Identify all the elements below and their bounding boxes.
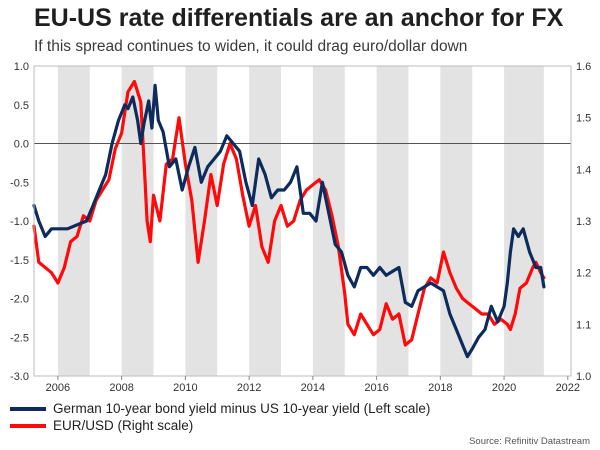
chart-title: EU-US rate differentials are an anchor f… bbox=[34, 4, 564, 32]
x-tick-label: 2012 bbox=[237, 382, 261, 394]
legend-item-eurusd: EUR/USD (Right scale) bbox=[10, 417, 430, 434]
left-tick-label: -0.5 bbox=[10, 177, 29, 189]
right-tick-label: 1.2 bbox=[576, 268, 591, 280]
shade-band-2 bbox=[185, 66, 218, 376]
right-tick-label: 1.3 bbox=[576, 216, 591, 228]
x-tick-label: 2006 bbox=[46, 382, 70, 394]
right-tick-label: 1.4 bbox=[576, 164, 591, 176]
left-tick-label: -3.0 bbox=[10, 371, 29, 383]
legend: German 10-year bond yield minus US 10-ye… bbox=[10, 400, 430, 434]
source-note: Source: Refinitiv Datastream bbox=[469, 436, 590, 447]
legend-item-spread: German 10-year bond yield minus US 10-ye… bbox=[10, 400, 430, 417]
x-tick-label: 2016 bbox=[364, 382, 388, 394]
chart-subtitle: If this spread continues to widen, it co… bbox=[34, 38, 468, 55]
x-tick-label: 2022 bbox=[556, 382, 580, 394]
x-axis: 2006 2008 2010 2012 2014 2016 2018 2020 2022 bbox=[46, 376, 580, 394]
x-tick-label: 2020 bbox=[492, 382, 516, 394]
left-tick-label: 1.0 bbox=[14, 61, 29, 73]
right-tick-label: 1.5 bbox=[576, 113, 591, 125]
right-axis: 1.0 1.1 1.2 1.3 1.4 1.5 1.6 bbox=[576, 61, 591, 383]
left-axis: -3.0 -2.5 -2.0 -1.5 -1.0 -0.5 0.0 0.5 1.0 bbox=[10, 61, 29, 383]
left-tick-label: -1.5 bbox=[10, 255, 29, 267]
series-line-spread bbox=[32, 83, 546, 359]
legend-swatch-spread bbox=[10, 406, 46, 411]
right-tick-label: 1.1 bbox=[576, 319, 591, 331]
x-tick-label: 2008 bbox=[109, 382, 133, 394]
x-tick-label: 2018 bbox=[428, 382, 452, 394]
shade-band-6 bbox=[440, 66, 473, 376]
left-tick-label: -2.0 bbox=[10, 294, 29, 306]
right-tick-label: 1.6 bbox=[576, 61, 591, 73]
shaded-bands bbox=[57, 66, 544, 376]
left-tick-label: 0.5 bbox=[14, 100, 29, 112]
x-tick-label: 2014 bbox=[301, 382, 325, 394]
series-layer bbox=[32, 79, 546, 359]
legend-swatch-eurusd bbox=[10, 423, 46, 428]
series-line-eurusd bbox=[32, 79, 546, 347]
x-tick-label: 2010 bbox=[173, 382, 197, 394]
right-tick-label: 1.0 bbox=[576, 371, 591, 383]
legend-label-spread: German 10-year bond yield minus US 10-ye… bbox=[53, 401, 431, 416]
left-tick-label: -2.5 bbox=[10, 332, 29, 344]
chart-svg: -3.0 -2.5 -2.0 -1.5 -1.0 -0.5 0.0 0.5 1.0 1.0 1.1… bbox=[10, 61, 591, 394]
plot-border bbox=[33, 65, 572, 377]
left-tick-label: -1.0 bbox=[10, 216, 29, 228]
left-tick-label: 0.0 bbox=[14, 139, 29, 151]
plot-frame bbox=[33, 65, 572, 377]
legend-label-eurusd: EUR/USD (Right scale) bbox=[53, 418, 194, 433]
